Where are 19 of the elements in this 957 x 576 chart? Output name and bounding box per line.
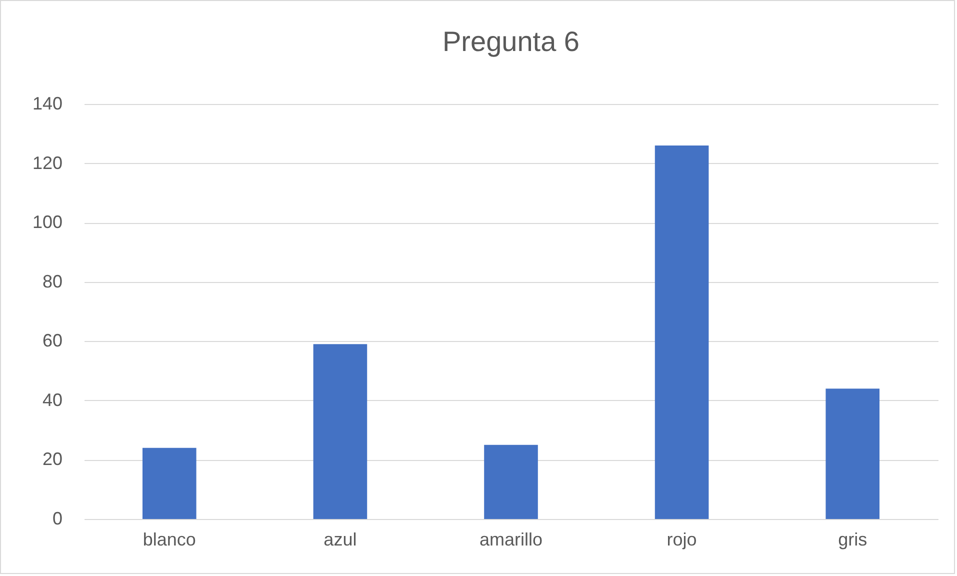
x-tick-label: gris xyxy=(838,530,868,550)
bar xyxy=(313,344,368,519)
y-tick-label: 100 xyxy=(32,212,62,232)
y-tick-label: 20 xyxy=(42,449,62,470)
y-tick-label: 140 xyxy=(32,94,62,114)
bar xyxy=(142,448,196,519)
bar xyxy=(654,146,709,519)
y-tick-label: 0 xyxy=(52,508,62,528)
y-tick-label: 40 xyxy=(42,390,62,410)
y-tick-label: 60 xyxy=(42,330,62,351)
x-tick-label: rojo xyxy=(666,530,697,550)
x-tick-label: amarillo xyxy=(479,530,543,550)
bar xyxy=(484,444,538,519)
y-tick-label: 80 xyxy=(42,271,62,292)
bar xyxy=(826,388,880,519)
x-tick-label: azul xyxy=(324,530,357,550)
chart-title: Pregunta 6 xyxy=(442,26,580,57)
x-tick-label: blanco xyxy=(142,530,196,550)
y-tick-label: 120 xyxy=(32,152,62,173)
